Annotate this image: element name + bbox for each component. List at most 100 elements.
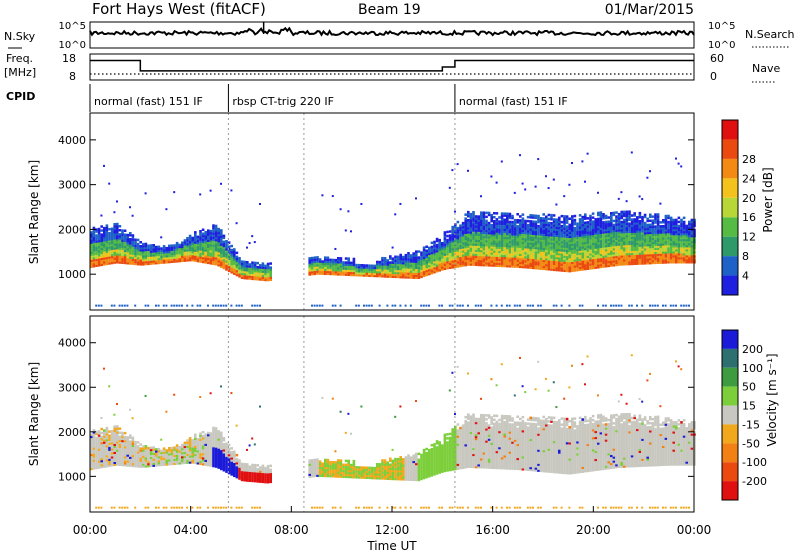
power-cell <box>685 225 688 228</box>
power-cell <box>165 247 168 250</box>
power-cell <box>485 216 488 219</box>
power-cell <box>602 221 605 224</box>
power-cell <box>433 241 436 244</box>
power-cell <box>464 213 467 216</box>
power-scatter <box>451 169 453 171</box>
power-cell <box>256 266 259 269</box>
power-cell <box>592 220 595 223</box>
y-tick-label: 1000 <box>58 268 86 281</box>
power-cell <box>584 222 587 225</box>
power-cell <box>368 264 371 267</box>
power-cell <box>441 242 444 245</box>
power-near-range <box>215 305 217 307</box>
power-cell <box>485 220 488 223</box>
power-cell <box>511 215 514 218</box>
velocity-cell <box>207 432 210 435</box>
power-cell <box>425 250 428 253</box>
power-scatter <box>340 208 342 210</box>
power-scatter <box>254 241 256 243</box>
power-cell <box>347 257 350 260</box>
power-scatter <box>519 154 521 156</box>
power-cell <box>509 213 512 216</box>
velocity-cell <box>108 430 111 433</box>
power-near-range <box>147 305 149 307</box>
power-scatter <box>454 211 456 213</box>
power-near-range <box>113 305 115 307</box>
power-cell <box>423 246 426 249</box>
velocity-cell <box>243 463 246 466</box>
velocity-scatter <box>116 403 118 405</box>
power-cell <box>373 265 376 268</box>
power-cell <box>342 261 345 264</box>
power-cell <box>529 220 532 223</box>
velocity-panel-bg <box>90 316 694 512</box>
power-cell <box>384 257 387 260</box>
nave-tick-top: 60 <box>710 52 724 65</box>
power-cell <box>618 213 621 216</box>
power-scatter <box>501 161 503 163</box>
power-near-range <box>618 305 620 307</box>
power-near-range <box>145 305 147 307</box>
velocity-cell <box>111 430 114 433</box>
power-cell <box>613 224 616 227</box>
power-scatter <box>345 229 347 231</box>
velocity-near-range <box>236 507 238 509</box>
power-near-range <box>225 305 227 307</box>
power-scatter <box>116 200 118 202</box>
velocity-near-range <box>95 507 97 509</box>
power-cell <box>610 212 613 215</box>
power-cell <box>350 262 353 265</box>
power-cell <box>446 235 449 238</box>
velocity-cell <box>171 447 174 450</box>
power-cell <box>155 246 158 249</box>
power-cell <box>119 225 122 228</box>
power-cell <box>119 229 122 232</box>
velocity-cell <box>249 466 252 469</box>
power-cell <box>597 212 600 215</box>
power-cell <box>345 257 348 260</box>
power-cell <box>366 264 369 267</box>
power-scatter <box>597 192 599 194</box>
power-near-range <box>662 305 664 307</box>
velocity-cell <box>236 454 239 457</box>
power-scatter <box>360 203 362 205</box>
power-scatter <box>173 191 175 193</box>
power-near-range <box>540 305 542 307</box>
power-cell <box>108 232 111 235</box>
power-scatter <box>132 215 134 217</box>
power-cell <box>129 232 132 235</box>
power-near-range <box>394 305 396 307</box>
power-cell <box>576 223 579 226</box>
power-near-range <box>652 305 654 307</box>
velocity-near-range <box>155 507 157 509</box>
power-scatter <box>535 186 537 188</box>
velocity-cell <box>95 437 98 440</box>
power-scatter <box>545 175 547 177</box>
velocity-cell <box>238 459 241 462</box>
power-near-range <box>124 305 126 307</box>
power-panel-bg <box>90 113 694 310</box>
power-cell <box>113 223 116 226</box>
velocity-near-range <box>191 507 193 509</box>
power-cell <box>111 228 114 231</box>
power-cell <box>532 214 535 217</box>
power-scatter <box>129 206 131 208</box>
power-cell <box>652 215 655 218</box>
velocity-cell <box>147 447 150 450</box>
power-scatter <box>334 248 336 250</box>
power-cell <box>327 257 330 260</box>
power-cell <box>667 221 670 224</box>
power-cell <box>641 216 644 219</box>
power-cell <box>607 220 610 223</box>
power-cell <box>649 224 652 227</box>
velocity-near-range <box>186 507 188 509</box>
power-cell <box>425 246 428 249</box>
power-cell <box>415 250 418 253</box>
power-near-range <box>649 305 651 307</box>
power-near-range <box>223 305 225 307</box>
power-scatter <box>548 187 550 189</box>
power-cell <box>376 261 379 264</box>
velocity-near-range <box>158 507 160 509</box>
power-scatter <box>675 158 677 160</box>
